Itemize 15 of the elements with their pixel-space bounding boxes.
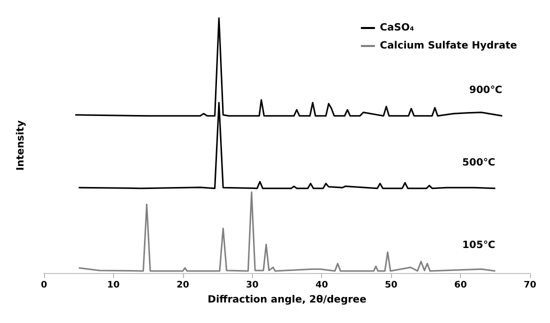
legend-label: CaSO₄ <box>380 22 414 34</box>
x-axis-title: Diffraction angle, 2θ/degree <box>208 294 367 306</box>
y-axis-title: Intensity <box>16 120 26 171</box>
annotation: 105℃ <box>462 240 496 251</box>
legend-label: Calcium Sulfate Hydrate <box>380 40 518 52</box>
x-tick-label: 50 <box>384 280 398 290</box>
x-tick-label: 40 <box>315 280 328 290</box>
annotation: 900℃ <box>469 84 502 96</box>
x-tick-label: 20 <box>176 280 190 290</box>
x-tick-label: 0 <box>40 280 48 290</box>
x-tick-label: 70 <box>524 280 536 290</box>
x-tick-label: 30 <box>246 280 259 290</box>
x-tick-label: 10 <box>107 280 120 290</box>
annotation: 500℃ <box>462 157 496 168</box>
x-tick-label: 60 <box>454 280 467 290</box>
